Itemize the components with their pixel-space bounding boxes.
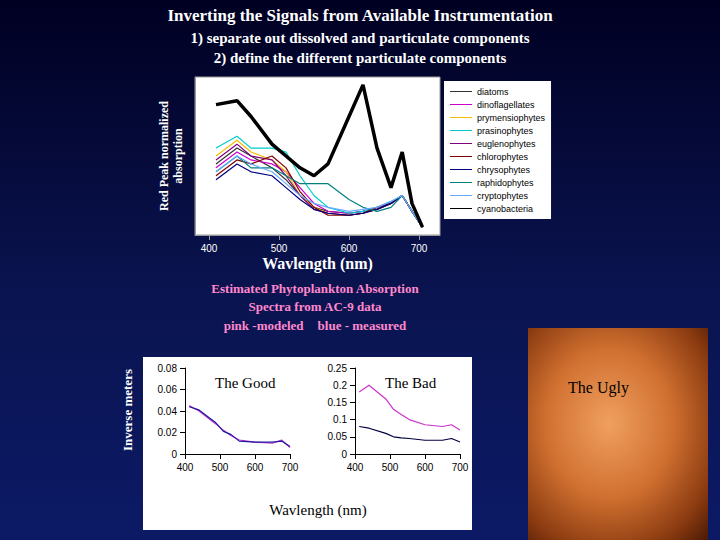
svg-text:400: 400 <box>201 243 218 254</box>
html-text:blue - measured: blue - measured <box>317 318 407 333</box>
svg-text:dinoflagellates: dinoflagellates <box>477 100 535 110</box>
svg-text:700: 700 <box>282 462 299 473</box>
svg-text:cyanobacteria: cyanobacteria <box>477 204 533 214</box>
svg-text:0.2: 0.2 <box>333 380 347 391</box>
svg-text:prymensiophytes: prymensiophytes <box>477 113 546 123</box>
html-text:Inverse meters: Inverse meters <box>120 369 135 451</box>
svg-text:cryptophytes: cryptophytes <box>477 191 529 201</box>
svg-text:500: 500 <box>271 243 288 254</box>
svg-text:600: 600 <box>247 462 264 473</box>
svg-text:500: 500 <box>382 462 399 473</box>
svg-text:chlorophytes: chlorophytes <box>477 152 529 162</box>
html-text:Spectra from AC-9 data: Spectra from AC-9 data <box>248 299 382 314</box>
html-text:Estimated Phytoplankton Absorp: Estimated Phytoplankton Absorption <box>211 281 419 296</box>
svg-text:euglenophytes: euglenophytes <box>477 139 536 149</box>
svg-text:The Good: The Good <box>215 375 276 391</box>
svg-text:0: 0 <box>341 449 347 460</box>
html-text:The Ugly: The Ugly <box>568 379 629 396</box>
svg-text:Wavlength (nm): Wavlength (nm) <box>262 255 373 273</box>
svg-text:400: 400 <box>347 462 364 473</box>
svg-text:absorption: absorption <box>171 128 185 184</box>
svg-text:0.05: 0.05 <box>328 431 348 442</box>
svg-text:600: 600 <box>341 243 358 254</box>
svg-text:0.25: 0.25 <box>328 363 348 374</box>
svg-text:500: 500 <box>212 462 229 473</box>
svg-text:0.1: 0.1 <box>333 414 347 425</box>
svg-text:diatoms: diatoms <box>477 87 509 97</box>
svg-text:prasinophytes: prasinophytes <box>477 126 534 136</box>
svg-text:chrysophytes: chrysophytes <box>477 165 531 175</box>
svg-text:0.15: 0.15 <box>328 397 348 408</box>
svg-text:The Bad: The Bad <box>385 375 437 391</box>
svg-text:0.08: 0.08 <box>158 363 178 374</box>
html-text:1) separate out dissolved and: 1) separate out dissolved and particulat… <box>190 30 530 46</box>
html-text:pink -modeled: pink -modeled <box>223 318 304 333</box>
svg-text:0.06: 0.06 <box>158 384 178 395</box>
svg-text:400: 400 <box>177 462 194 473</box>
html-text:Inverting the Signals from Ava: Inverting the Signals from Available Ins… <box>167 6 553 25</box>
svg-text:600: 600 <box>417 462 434 473</box>
svg-text:700: 700 <box>411 243 428 254</box>
svg-text:700: 700 <box>452 462 469 473</box>
html-text:Wavlength (nm): Wavlength (nm) <box>269 502 367 518</box>
svg-text:0: 0 <box>171 449 177 460</box>
html-text:2) define the different partic: 2) define the different particulate comp… <box>213 50 507 66</box>
svg-text:0.02: 0.02 <box>158 427 178 438</box>
svg-text:raphidophytes: raphidophytes <box>477 178 534 188</box>
svg-text:0.04: 0.04 <box>158 406 178 417</box>
svg-text:Red Peak normalized: Red Peak normalized <box>157 101 171 211</box>
